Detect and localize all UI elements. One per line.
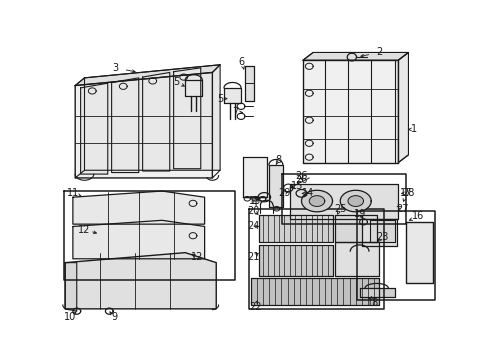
Polygon shape bbox=[398, 53, 409, 163]
Text: 28: 28 bbox=[402, 188, 415, 198]
Polygon shape bbox=[251, 278, 379, 305]
Polygon shape bbox=[143, 72, 170, 171]
Polygon shape bbox=[369, 220, 394, 242]
Polygon shape bbox=[75, 65, 220, 86]
Polygon shape bbox=[65, 263, 77, 311]
Polygon shape bbox=[185, 80, 202, 95]
Text: 4: 4 bbox=[252, 198, 258, 208]
Text: 29: 29 bbox=[278, 188, 291, 198]
Polygon shape bbox=[335, 242, 379, 276]
Polygon shape bbox=[309, 196, 325, 206]
Text: 14: 14 bbox=[301, 188, 314, 198]
Polygon shape bbox=[406, 222, 433, 283]
Text: 24: 24 bbox=[247, 221, 260, 231]
Text: 5: 5 bbox=[217, 94, 223, 104]
Text: 7: 7 bbox=[232, 108, 239, 117]
Polygon shape bbox=[112, 78, 139, 172]
Polygon shape bbox=[301, 190, 333, 212]
Polygon shape bbox=[290, 184, 398, 219]
Text: 3: 3 bbox=[112, 63, 119, 73]
Text: 9: 9 bbox=[111, 311, 117, 321]
Text: 2: 2 bbox=[376, 48, 382, 58]
Polygon shape bbox=[335, 215, 377, 242]
Polygon shape bbox=[348, 196, 364, 206]
Text: 25: 25 bbox=[334, 204, 346, 214]
Text: 21: 21 bbox=[247, 252, 260, 262]
Polygon shape bbox=[73, 220, 205, 259]
Text: 15: 15 bbox=[292, 181, 304, 191]
Text: 20: 20 bbox=[247, 206, 260, 216]
Text: 23: 23 bbox=[377, 232, 389, 242]
Polygon shape bbox=[73, 191, 205, 224]
Polygon shape bbox=[360, 288, 394, 297]
Text: 19: 19 bbox=[353, 209, 366, 219]
Text: 12: 12 bbox=[78, 225, 91, 235]
Text: 6: 6 bbox=[239, 58, 245, 67]
Polygon shape bbox=[224, 88, 241, 103]
Text: 5: 5 bbox=[173, 77, 179, 87]
Text: 22: 22 bbox=[249, 302, 261, 311]
Text: 26: 26 bbox=[295, 175, 308, 185]
Polygon shape bbox=[303, 53, 409, 60]
Polygon shape bbox=[173, 68, 201, 169]
Text: 8: 8 bbox=[275, 155, 281, 165]
Text: 13: 13 bbox=[249, 196, 261, 206]
Polygon shape bbox=[245, 66, 254, 101]
Text: 11: 11 bbox=[67, 188, 79, 198]
Polygon shape bbox=[362, 219, 397, 246]
Text: 10: 10 bbox=[64, 311, 76, 321]
Text: 18: 18 bbox=[367, 298, 379, 309]
Text: 17: 17 bbox=[400, 188, 412, 198]
Polygon shape bbox=[303, 60, 398, 163]
Text: 1: 1 bbox=[411, 125, 417, 134]
Polygon shape bbox=[340, 190, 371, 212]
Text: 26: 26 bbox=[295, 171, 308, 181]
Polygon shape bbox=[259, 215, 333, 242]
Text: 27: 27 bbox=[396, 204, 409, 214]
Text: 12: 12 bbox=[191, 252, 203, 262]
Polygon shape bbox=[75, 72, 212, 178]
Polygon shape bbox=[244, 157, 267, 197]
Polygon shape bbox=[81, 83, 108, 174]
Polygon shape bbox=[84, 65, 220, 170]
Text: 16: 16 bbox=[412, 211, 424, 221]
Polygon shape bbox=[259, 245, 333, 276]
Polygon shape bbox=[65, 253, 216, 309]
Polygon shape bbox=[269, 165, 283, 207]
